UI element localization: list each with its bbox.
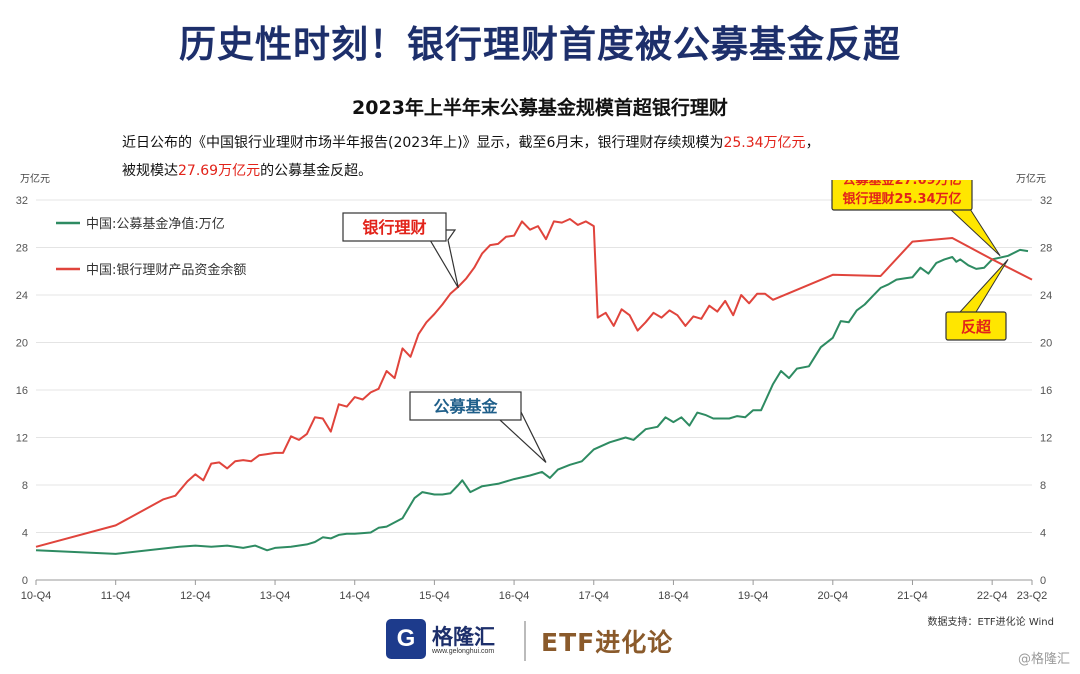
x-tick-label: 18-Q4	[658, 590, 689, 602]
y-tick-label-right: 4	[1040, 528, 1046, 540]
fund-callout-label: 公募基金	[433, 397, 498, 416]
y-tick-label-left: 8	[22, 480, 28, 492]
x-tick-label: 16-Q4	[499, 590, 530, 602]
values-callout-pointer	[948, 208, 1001, 257]
gelonghui-logo-icon: G	[386, 619, 426, 659]
x-tick-label: 14-Q4	[339, 590, 370, 602]
bank-callout-box	[342, 212, 447, 242]
description-text: 被规模达	[122, 163, 178, 179]
description-text: 的公募基金反超。	[260, 163, 373, 179]
y-tick-label-left: 20	[16, 338, 28, 350]
description-line-2: 被规模达27.69万亿元的公募基金反超。	[122, 157, 982, 185]
x-tick-label: 13-Q4	[260, 590, 291, 602]
data-source: 数据支持：ETF进化论 Wind	[927, 617, 1055, 628]
y-tick-label-left: 16	[16, 385, 28, 397]
description-text: 近日公布的《中国银行业理财市场半年报告(2023年上)》显示，截至6月末，银行理…	[122, 135, 724, 151]
y-tick-label-left: 32	[16, 195, 28, 207]
x-tick-label: 20-Q4	[818, 590, 849, 602]
fund-value-highlight: 27.69万亿元	[178, 163, 261, 179]
bank-value-callout: 银行理财25.34万亿	[842, 191, 961, 207]
description-line-1: 近日公布的《中国银行业理财市场半年报告(2023年上)》显示，截至6月末，银行理…	[122, 129, 982, 157]
x-tick-label: 10-Q4	[21, 590, 52, 602]
etf-brand: ETF进化论	[541, 628, 674, 657]
crossover-callout-box	[945, 311, 1007, 341]
fund-series-line	[35, 248, 1029, 555]
brand-divider	[524, 621, 526, 661]
y-tick-label-right: 20	[1040, 338, 1052, 350]
y-tick-label-right: 12	[1040, 433, 1052, 445]
description: 近日公布的《中国银行业理财市场半年报告(2023年上)》显示，截至6月末，银行理…	[122, 129, 982, 185]
y-tick-label-right: 32	[1040, 195, 1052, 207]
x-tick-label: 23-Q2	[1017, 590, 1048, 602]
fund-value-callout: 公募基金27.69万亿	[842, 180, 961, 188]
bank-callout-label: 银行理财	[362, 218, 426, 237]
y-tick-label-left: 28	[16, 243, 28, 255]
bank-series-line	[35, 218, 1033, 548]
right-axis-unit: 万亿元	[1016, 174, 1046, 185]
chart: 0 0 4 4 8 8 12 12 16 16 20 20 24 24 28 28 32 32 10-Q4 11-Q4…	[16, 180, 1052, 602]
x-tick-label: 19-Q4	[738, 590, 769, 602]
y-tick-label-left: 4	[22, 528, 28, 540]
watermark: @格隆汇	[1017, 652, 1070, 667]
x-tick-label: 11-Q4	[101, 590, 131, 602]
x-tick-label: 22-Q4	[977, 590, 1008, 602]
y-tick-label-left: 12	[16, 433, 28, 445]
y-tick-label-right: 0	[1040, 575, 1046, 587]
description-text: ，	[805, 135, 820, 151]
y-tick-label-right: 28	[1040, 243, 1052, 255]
y-tick-label-right: 16	[1040, 385, 1052, 397]
chart-title: 2023年上半年末公募基金规模首超银行理财	[352, 97, 728, 119]
y-tick-label-left: 0	[22, 575, 28, 587]
x-tick-label: 21-Q4	[897, 590, 928, 602]
gelonghui-logo-url: www.gelonghui.com	[432, 648, 495, 655]
gelonghui-logo-name: 格隆汇	[432, 625, 495, 649]
legend-label: 中国:银行理财产品资金余额	[86, 262, 246, 278]
legend-label: 中国:公募基金净值:万亿	[86, 216, 225, 232]
y-tick-label-right: 24	[1040, 290, 1052, 302]
x-tick-label: 17-Q4	[578, 590, 609, 602]
crossover-callout-label: 反超	[961, 318, 992, 336]
bank-value-highlight: 25.34万亿元	[723, 135, 806, 151]
values-callout-box	[831, 180, 973, 211]
x-tick-label: 12-Q4	[180, 590, 211, 602]
y-tick-label-right: 8	[1040, 480, 1046, 492]
left-axis-unit: 万亿元	[20, 174, 50, 185]
y-tick-label-left: 24	[16, 290, 28, 302]
headline: 历史性时刻！银行理财首度被公募基金反超	[179, 23, 901, 66]
x-tick-label: 15-Q4	[419, 590, 450, 602]
fund-callout-box	[409, 391, 522, 421]
